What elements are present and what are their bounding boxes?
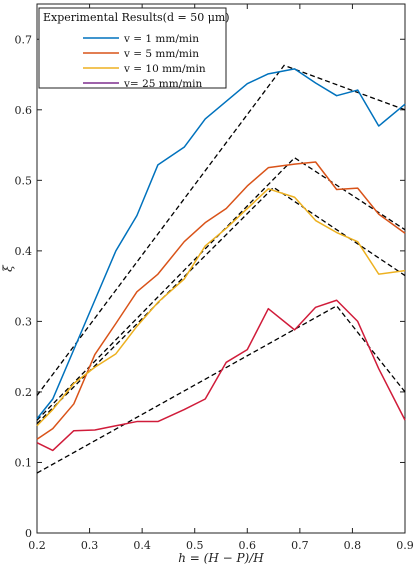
legend-entries: v = 1 mm/min v = 5 mm/min v = 10 mm/min v= … bbox=[83, 33, 206, 90]
series-lines bbox=[36, 68, 406, 452]
series-line-1 bbox=[36, 68, 406, 420]
y-tick-label: 0.1 bbox=[15, 456, 33, 469]
axis-ticks: 0.2 0.3 0.4 0.5 0.6 0.7 0.8 0.9 0 0.1 0.2 0.3 0.4 0.5… bbox=[15, 4, 414, 552]
y-tick-label: 0.5 bbox=[15, 174, 33, 187]
x-tick-label: 0.7 bbox=[291, 539, 309, 552]
fit-lines bbox=[36, 64, 406, 474]
fit-line-4 bbox=[36, 305, 406, 474]
legend-label-3: v = 10 mm/min bbox=[123, 63, 206, 75]
x-tick-label: 0.8 bbox=[344, 539, 362, 552]
legend-box bbox=[38, 7, 227, 89]
series-line-3 bbox=[36, 188, 406, 427]
legend-label-2: v = 5 mm/min bbox=[123, 48, 199, 60]
y-tick-label: 0.7 bbox=[15, 33, 33, 46]
plot-frame bbox=[36, 3, 406, 534]
x-axis-label: h = (H − P)/H bbox=[178, 551, 264, 565]
fit-line-1 bbox=[36, 64, 406, 396]
y-tick-label: 0.4 bbox=[15, 245, 33, 258]
y-tick-label: 0.2 bbox=[15, 386, 33, 399]
legend: Experimental Results(d = 50 μm) v = 1 mm… bbox=[38, 7, 230, 90]
legend-title: Experimental Results(d = 50 μm) bbox=[43, 11, 230, 24]
series-line-2 bbox=[36, 161, 406, 440]
y-tick-label: 0.3 bbox=[15, 315, 33, 328]
y-tick-label: 0.6 bbox=[15, 104, 33, 117]
fit-line-2 bbox=[36, 156, 406, 421]
x-tick-label: 0.9 bbox=[396, 539, 414, 552]
legend-label-4: v= 25 mm/min bbox=[123, 78, 203, 90]
legend-label-1: v = 1 mm/min bbox=[123, 33, 199, 45]
x-tick-label: 0.6 bbox=[239, 539, 257, 552]
x-tick-label: 0.2 bbox=[28, 539, 46, 552]
x-tick-label: 0.4 bbox=[133, 539, 151, 552]
y-tick-label: 0 bbox=[25, 527, 32, 540]
y-axis-label: ξ bbox=[1, 264, 15, 272]
series-line-5 bbox=[36, 299, 406, 452]
x-tick-label: 0.5 bbox=[186, 539, 204, 552]
plot-area: 0.2 0.3 0.4 0.5 0.6 0.7 0.8 0.9 0 0.1 0.2 0.3 0.4 0.5… bbox=[15, 3, 414, 552]
x-tick-label: 0.3 bbox=[81, 539, 99, 552]
